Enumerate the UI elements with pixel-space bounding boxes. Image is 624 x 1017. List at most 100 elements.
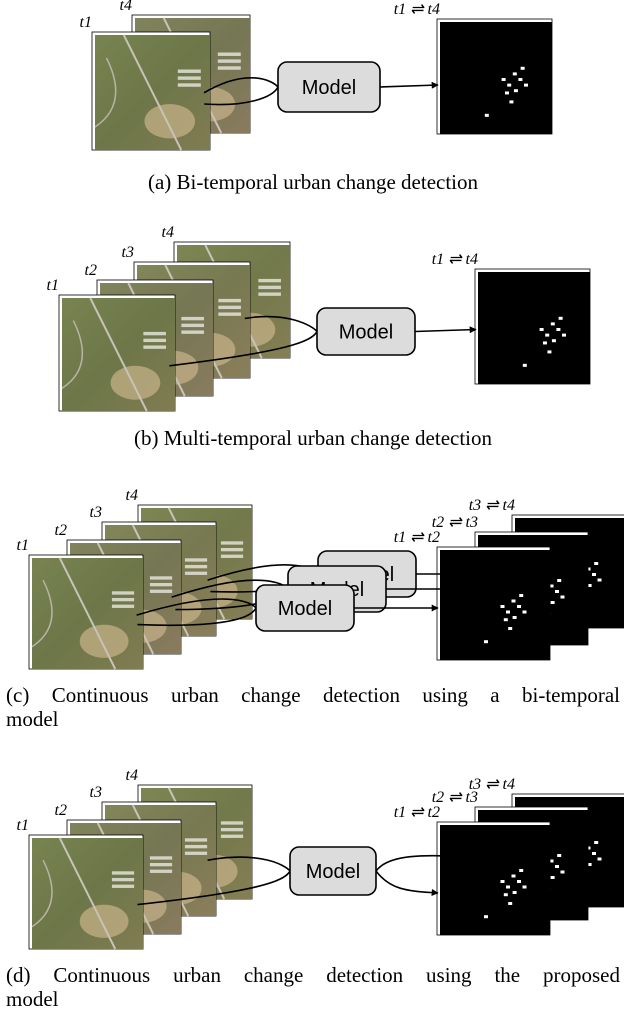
change-pixel bbox=[594, 562, 599, 565]
caption-line: (c) Continuous urban change detection us… bbox=[6, 683, 620, 707]
buildings bbox=[220, 827, 244, 832]
buildings bbox=[177, 69, 201, 73]
arrow bbox=[375, 870, 439, 897]
buildings bbox=[149, 862, 173, 867]
caption: (d) Continuous urban change detection us… bbox=[6, 963, 620, 1011]
change-pixel bbox=[587, 863, 592, 866]
buildings bbox=[258, 292, 281, 296]
change-pixel bbox=[512, 616, 517, 619]
buildings bbox=[149, 589, 173, 593]
change-pixel bbox=[597, 578, 602, 582]
change-pixel bbox=[594, 841, 599, 844]
change-pixel bbox=[545, 333, 550, 337]
road bbox=[94, 57, 117, 128]
buildings bbox=[184, 838, 208, 842]
buildings bbox=[218, 298, 241, 303]
change-pixel bbox=[555, 865, 559, 868]
time-label: t2 bbox=[85, 262, 97, 279]
model-box bbox=[289, 846, 377, 896]
buildings bbox=[149, 576, 173, 580]
output-label: t1 ⇌ t2 bbox=[394, 529, 440, 546]
buildings bbox=[177, 76, 201, 80]
connector bbox=[136, 598, 257, 616]
buildings bbox=[220, 834, 244, 838]
buildings bbox=[218, 305, 241, 310]
change-pixel bbox=[549, 584, 554, 588]
buildings bbox=[217, 52, 241, 56]
buildings bbox=[143, 331, 166, 336]
change-pixel bbox=[484, 113, 489, 117]
model-label: Model bbox=[278, 598, 332, 620]
buildings bbox=[111, 597, 135, 602]
road bbox=[31, 579, 53, 648]
change-pixel bbox=[500, 880, 505, 883]
change-pixel bbox=[586, 846, 591, 850]
road bbox=[31, 859, 53, 928]
time-label: t1 bbox=[47, 277, 59, 294]
output-label: t3 ⇌ t4 bbox=[469, 776, 515, 793]
change-pixel bbox=[551, 339, 556, 343]
time-label: t1 bbox=[17, 817, 29, 834]
change-pixel bbox=[550, 876, 555, 879]
buildings bbox=[111, 591, 135, 595]
output-label: t2 ⇌ t3 bbox=[432, 789, 478, 806]
change-pixel bbox=[587, 584, 592, 587]
buildings bbox=[149, 582, 173, 587]
buildings bbox=[220, 554, 244, 558]
change-pixel bbox=[506, 610, 510, 614]
change-pixel bbox=[586, 567, 591, 571]
change-pixel bbox=[508, 627, 513, 630]
buildings bbox=[217, 59, 241, 63]
connector bbox=[137, 870, 291, 906]
change-pixel bbox=[503, 618, 508, 622]
change-pixel bbox=[512, 891, 517, 894]
change-pixel bbox=[555, 590, 559, 593]
bare-soil bbox=[79, 904, 129, 938]
model-label: Model bbox=[339, 322, 393, 344]
change-map bbox=[478, 272, 590, 384]
time-label: t2 bbox=[55, 802, 67, 819]
road bbox=[58, 837, 117, 950]
time-label: t4 bbox=[126, 487, 138, 504]
buildings bbox=[111, 884, 135, 888]
arrow bbox=[379, 81, 439, 89]
buildings bbox=[111, 604, 135, 608]
change-pixel bbox=[560, 595, 565, 599]
connector bbox=[169, 331, 318, 367]
time-label: t4 bbox=[126, 767, 138, 784]
road bbox=[61, 320, 84, 390]
buildings bbox=[218, 312, 241, 316]
bare-soil bbox=[144, 104, 196, 139]
model-label: Model bbox=[306, 861, 360, 883]
time-label: t1 bbox=[17, 537, 29, 554]
change-pixel bbox=[517, 605, 521, 608]
arrow bbox=[414, 326, 477, 334]
time-label: t1 bbox=[80, 14, 92, 31]
bare-soil bbox=[110, 365, 161, 400]
connector bbox=[207, 856, 291, 872]
arrow bbox=[375, 854, 477, 872]
connector bbox=[204, 86, 279, 106]
caption-line: (d) Continuous urban change detection us… bbox=[6, 963, 620, 987]
change-pixel bbox=[484, 915, 488, 919]
caption-line: (a) Bi-temporal urban change detection bbox=[147, 170, 479, 194]
change-pixel bbox=[557, 854, 562, 857]
buildings bbox=[184, 844, 208, 849]
change-map bbox=[440, 550, 550, 660]
output-label: t1 ⇌ t4 bbox=[394, 1, 440, 18]
caption-line: (b) Multi-temporal urban change detectio… bbox=[133, 426, 493, 450]
buildings bbox=[111, 877, 135, 882]
buildings bbox=[184, 851, 208, 855]
output-label: t1 ⇌ t2 bbox=[394, 804, 440, 821]
buildings bbox=[111, 871, 135, 875]
buildings bbox=[184, 558, 208, 562]
buildings bbox=[184, 571, 208, 575]
buildings bbox=[184, 564, 208, 569]
change-pixel bbox=[547, 350, 552, 354]
change-map bbox=[440, 825, 550, 935]
change-pixel bbox=[556, 328, 561, 331]
time-label: t2 bbox=[55, 522, 67, 539]
connector bbox=[137, 607, 257, 627]
buildings bbox=[149, 869, 173, 873]
